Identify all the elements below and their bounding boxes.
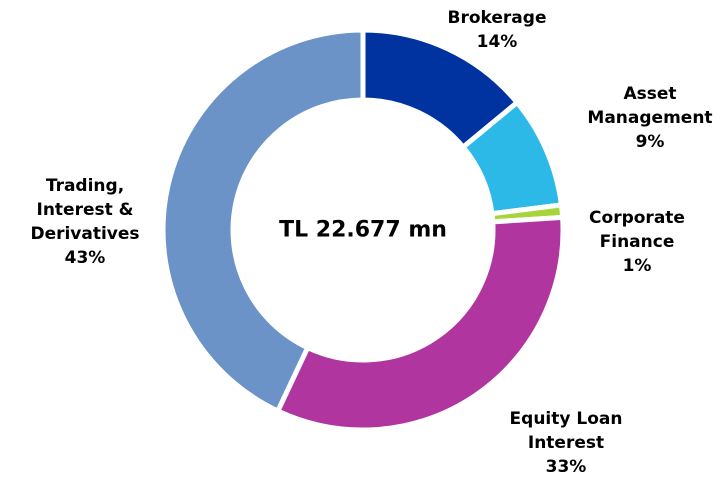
slice-label: Trading, Interest & Derivatives 43% xyxy=(15,174,155,270)
category-label: Trading, Interest & Derivatives xyxy=(30,176,140,244)
value-label: 33% xyxy=(545,457,587,477)
donut-slice xyxy=(160,27,366,415)
category-label: Equity Loan Interest xyxy=(509,409,623,453)
slice-label: Brokerage 14% xyxy=(427,6,567,54)
slice-label: Asset Management 9% xyxy=(575,82,725,154)
value-label: 14% xyxy=(476,32,518,52)
category-label: Brokerage xyxy=(447,8,547,28)
slice-label: Corporate Finance 1% xyxy=(572,206,702,278)
category-label: Asset Management xyxy=(587,84,713,128)
value-label: 1% xyxy=(622,256,652,276)
value-label: 43% xyxy=(64,248,106,268)
category-label: Corporate Finance xyxy=(589,208,685,252)
center-text: TL 22.677 mn xyxy=(279,217,447,243)
value-label: 9% xyxy=(635,132,665,152)
donut-slice xyxy=(274,214,566,433)
slice-label: Equity Loan Interest 33% xyxy=(491,407,641,479)
